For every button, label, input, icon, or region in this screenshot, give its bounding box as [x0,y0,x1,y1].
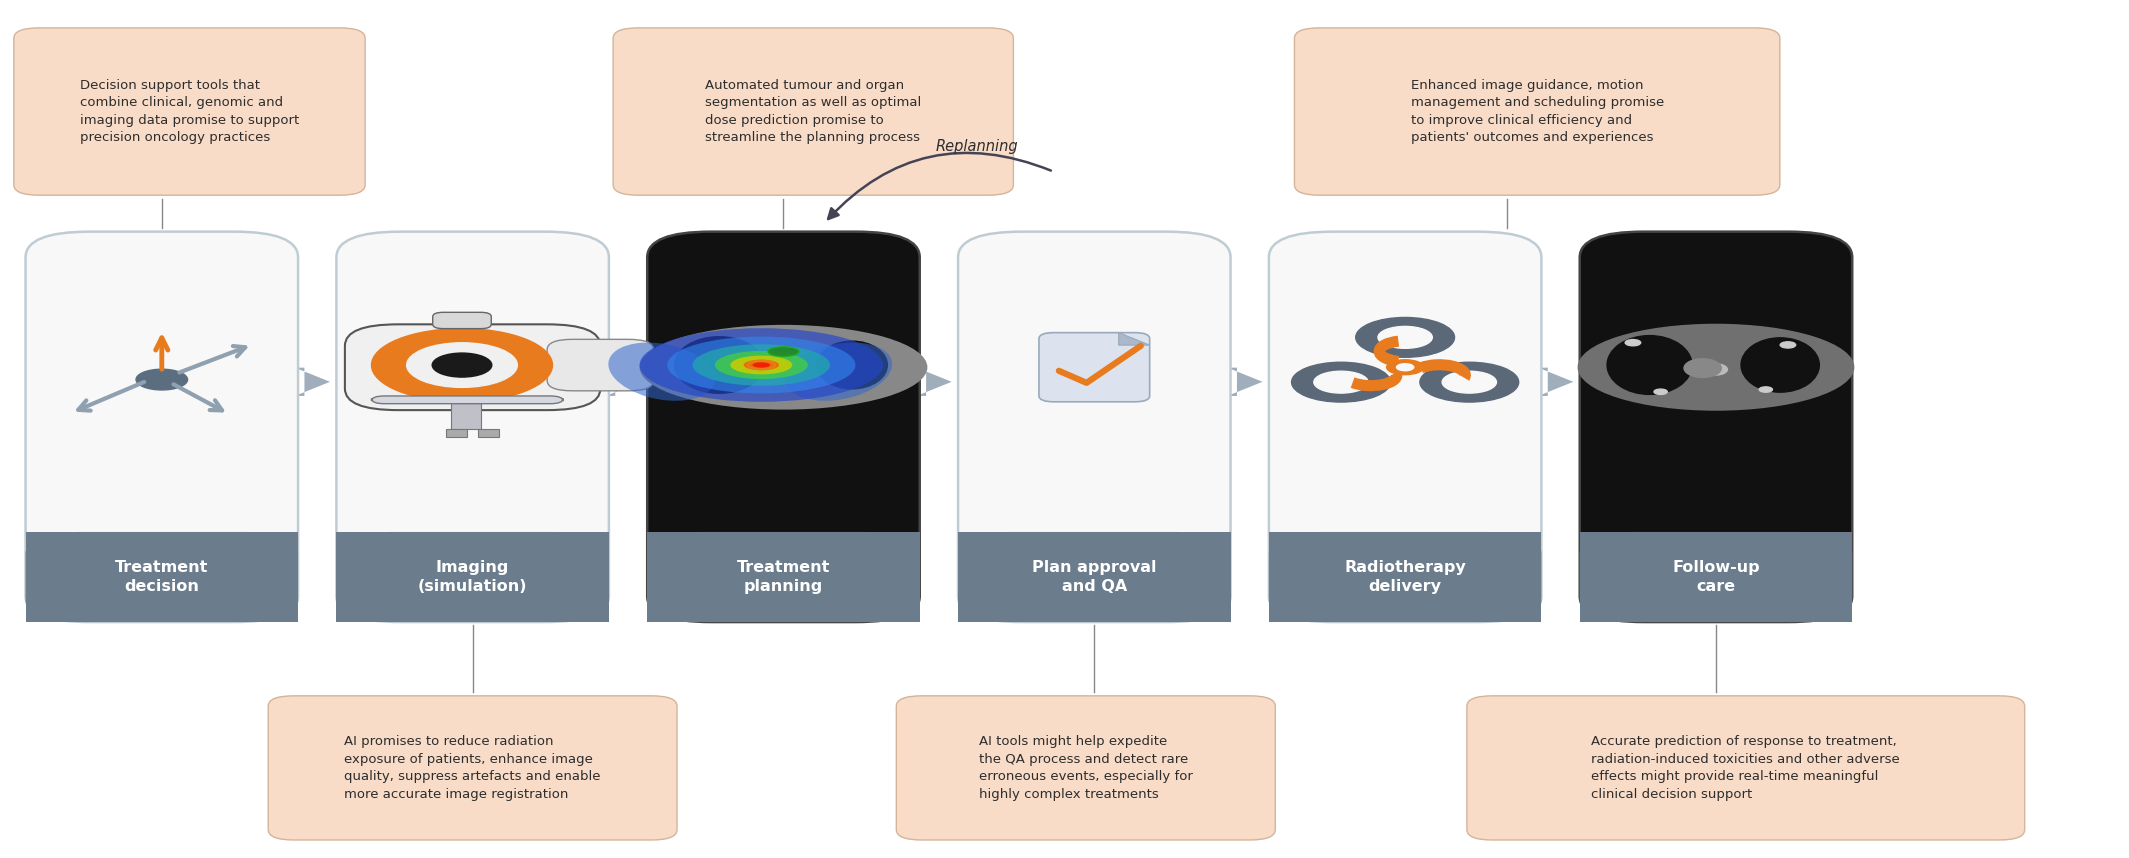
Circle shape [1377,326,1433,348]
Circle shape [1624,340,1641,346]
Ellipse shape [675,336,764,394]
Circle shape [432,353,492,378]
FancyBboxPatch shape [13,27,364,196]
FancyBboxPatch shape [370,396,562,403]
Text: Follow-up
care: Follow-up care [1671,560,1761,594]
FancyBboxPatch shape [1269,232,1541,622]
Ellipse shape [715,351,807,379]
Text: Treatment
planning: Treatment planning [737,560,830,594]
FancyBboxPatch shape [1294,27,1780,196]
Text: Radiotherapy
delivery: Radiotherapy delivery [1343,560,1467,594]
Bar [1580,532,1852,622]
Bar [26,532,298,622]
FancyBboxPatch shape [26,532,298,622]
FancyBboxPatch shape [336,532,609,622]
FancyBboxPatch shape [647,232,920,622]
Polygon shape [577,356,641,408]
Circle shape [1441,372,1497,393]
Text: Decision support tools that
combine clinical, genomic and
imaging data promise t: Decision support tools that combine clin… [81,79,298,144]
FancyBboxPatch shape [268,696,677,840]
Bar [1269,532,1541,582]
Text: Automated tumour and organ
segmentation as well as optimal
dose prediction promi: Automated tumour and organ segmentation … [705,79,922,144]
FancyBboxPatch shape [613,27,1013,196]
Text: AI tools might help expedite
the QA process and detect rare
erroneous events, es: AI tools might help expedite the QA proc… [979,735,1192,801]
Bar [445,429,466,437]
Bar [1269,532,1541,622]
Bar [958,532,1231,622]
Circle shape [1397,364,1414,371]
Circle shape [1386,360,1424,375]
Ellipse shape [769,347,798,357]
FancyBboxPatch shape [1467,696,2025,840]
Polygon shape [1199,356,1262,408]
Bar [647,532,920,622]
Polygon shape [1118,333,1150,345]
Circle shape [1654,389,1667,395]
Text: Enhanced image guidance, motion
management and scheduling promise
to improve cli: Enhanced image guidance, motion manageme… [1412,79,1663,144]
Ellipse shape [639,325,928,409]
FancyBboxPatch shape [1580,532,1852,622]
Circle shape [1780,341,1795,348]
Bar [958,532,1231,582]
Ellipse shape [815,341,888,390]
Ellipse shape [1703,363,1729,376]
Text: Accurate prediction of response to treatment,
radiation-induced toxicities and o: Accurate prediction of response to treat… [1590,735,1901,801]
Ellipse shape [666,336,856,394]
Ellipse shape [743,360,779,371]
FancyBboxPatch shape [647,532,920,622]
Circle shape [1314,372,1369,393]
Circle shape [136,369,187,390]
Text: Plan approval
and QA: Plan approval and QA [1033,560,1156,594]
Bar [26,532,298,582]
Circle shape [370,329,551,402]
Polygon shape [266,356,330,408]
Circle shape [1420,362,1518,402]
FancyBboxPatch shape [547,339,654,391]
Ellipse shape [1684,358,1722,378]
Circle shape [1759,387,1773,392]
FancyBboxPatch shape [1039,333,1150,402]
FancyBboxPatch shape [432,312,492,329]
Bar [451,402,481,429]
Bar [336,532,609,622]
Ellipse shape [1578,323,1854,411]
Bar [477,429,498,437]
Ellipse shape [1739,337,1820,393]
FancyBboxPatch shape [896,696,1275,840]
FancyBboxPatch shape [958,532,1231,622]
Circle shape [407,342,517,388]
Polygon shape [1509,356,1573,408]
Polygon shape [888,356,952,408]
Bar [336,532,609,582]
FancyBboxPatch shape [958,232,1231,622]
Text: Replanning: Replanning [937,140,1018,154]
Bar [647,532,920,582]
Circle shape [1292,362,1390,402]
Text: Imaging
(simulation): Imaging (simulation) [417,560,528,594]
Bar [1580,532,1852,582]
FancyBboxPatch shape [1269,532,1541,622]
Ellipse shape [1607,335,1693,395]
FancyBboxPatch shape [1580,232,1852,622]
Ellipse shape [692,344,830,386]
FancyBboxPatch shape [345,324,600,410]
Ellipse shape [752,362,771,368]
Text: AI promises to reduce radiation
exposure of patients, enhance image
quality, sup: AI promises to reduce radiation exposure… [345,735,600,801]
Ellipse shape [786,342,892,401]
Text: Treatment
decision: Treatment decision [115,560,209,594]
Ellipse shape [639,328,884,402]
FancyBboxPatch shape [26,232,298,622]
FancyBboxPatch shape [336,232,609,622]
Ellipse shape [730,355,792,374]
Ellipse shape [609,342,715,401]
Circle shape [1356,317,1454,357]
